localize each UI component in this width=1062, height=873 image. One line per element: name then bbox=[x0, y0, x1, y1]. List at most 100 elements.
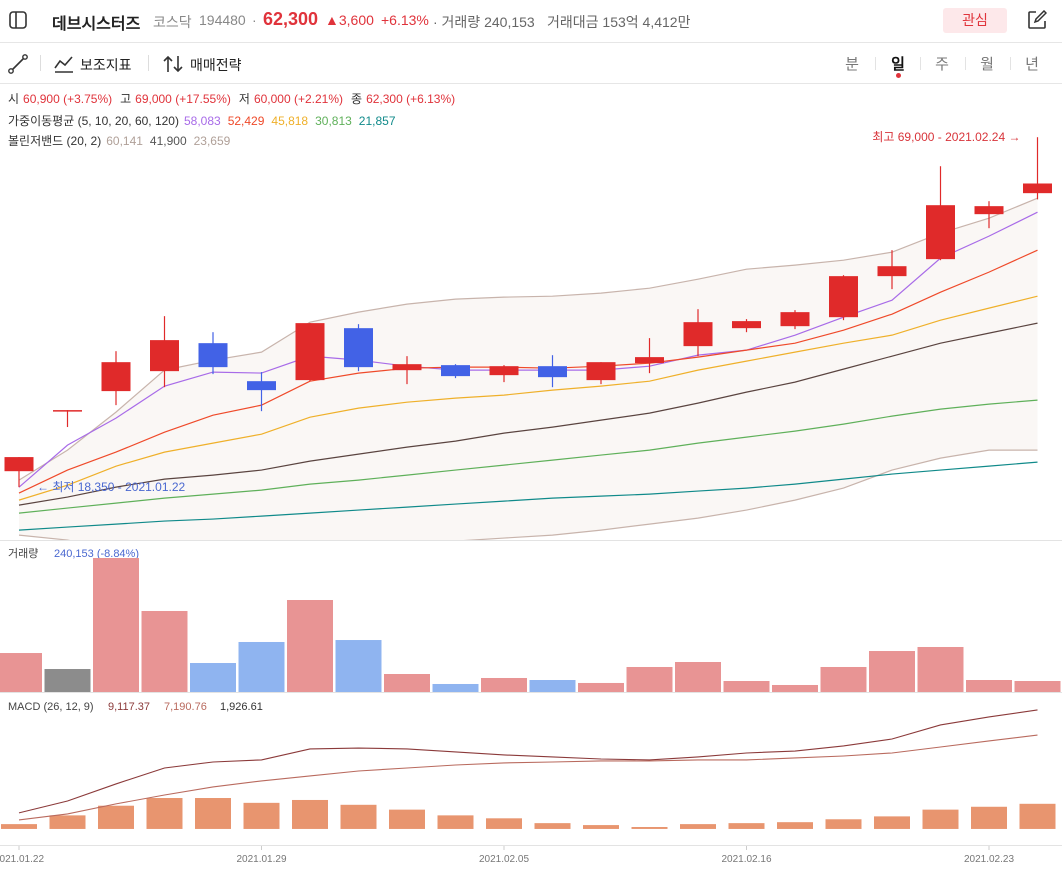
volume-bar bbox=[966, 680, 1012, 692]
legend-value: 1,926.61 bbox=[220, 701, 263, 713]
volume-bar bbox=[0, 653, 42, 692]
volume-bar bbox=[723, 681, 770, 692]
legend-value: 7,190.76 bbox=[164, 701, 207, 713]
volume: · 거래량 240,153 bbox=[433, 14, 535, 30]
legend-value: 23,659 bbox=[193, 134, 231, 148]
period-tab[interactable]: 분 bbox=[845, 56, 859, 73]
ma-line bbox=[18, 295, 1038, 501]
bollinger-line bbox=[18, 197, 1038, 481]
sidebar-icon[interactable] bbox=[9, 11, 27, 29]
annotation: 최고 69,000 - 2021.02.24 → bbox=[872, 130, 1020, 144]
draw-tool-icon[interactable] bbox=[8, 54, 28, 74]
ohlc-label: 저 bbox=[238, 92, 250, 106]
volume-bar bbox=[481, 677, 527, 692]
macd-histogram-bar bbox=[777, 822, 813, 829]
macd-histogram-bar bbox=[243, 802, 280, 829]
legend-value: 41,900 bbox=[149, 134, 187, 148]
indicators-menu[interactable]: 보조지표 bbox=[80, 57, 132, 73]
strategy-menu[interactable]: 매매전략 bbox=[190, 57, 242, 73]
x-tick-label: 2021.02.23 bbox=[964, 854, 1014, 865]
volume-bar bbox=[141, 610, 188, 692]
period-tab[interactable]: 년 bbox=[1025, 56, 1039, 73]
x-tick-label: 2021.01.22 bbox=[0, 854, 44, 865]
candle-body bbox=[732, 321, 761, 329]
candle-body bbox=[489, 366, 519, 376]
volume-bar bbox=[820, 666, 867, 692]
macd-histogram-bar bbox=[825, 819, 862, 829]
macd-histogram-bar bbox=[437, 815, 474, 829]
divider bbox=[1009, 57, 1011, 70]
volume-bar bbox=[432, 683, 479, 692]
candle-body bbox=[974, 206, 1004, 215]
volume-bar bbox=[626, 666, 673, 692]
bollinger-line bbox=[18, 449, 1038, 540]
separator: · bbox=[252, 12, 257, 28]
candle-body bbox=[101, 362, 131, 392]
panel-title: MACD (26, 12, 9) bbox=[8, 701, 94, 713]
ma-line bbox=[18, 461, 1038, 531]
ohlc-label: 고 bbox=[120, 92, 132, 106]
x-tick-label: 2021.02.05 bbox=[479, 854, 529, 865]
candle-body bbox=[586, 362, 616, 381]
divider bbox=[148, 55, 149, 71]
change: ▲3,600 bbox=[325, 12, 374, 28]
candle-body bbox=[150, 340, 179, 372]
market: 코스닥 bbox=[153, 14, 192, 30]
macd-histogram-bar bbox=[680, 824, 716, 829]
candle-body bbox=[295, 323, 325, 381]
divider bbox=[40, 55, 41, 71]
divider bbox=[875, 57, 876, 70]
watch-button[interactable]: 관심 bbox=[943, 8, 1007, 33]
selected-dot bbox=[896, 73, 901, 78]
divider bbox=[920, 57, 921, 70]
rate: +6.13% bbox=[381, 12, 429, 28]
annotation: ← 최저 18,350 - 2021.01.22 bbox=[37, 480, 186, 494]
price: 62,300 bbox=[263, 9, 319, 29]
indicator-icon[interactable] bbox=[53, 54, 75, 74]
macd-line bbox=[18, 734, 1038, 821]
stock-code: 194480 bbox=[199, 12, 246, 28]
panel-subtitle: 240,153 (-8.84%) bbox=[54, 548, 139, 560]
amount: 거래대금 153억 4,412만 bbox=[547, 14, 691, 30]
x-tick-label: 2021.01.29 bbox=[236, 854, 286, 865]
period-tab[interactable]: 주 bbox=[935, 56, 949, 73]
header: 데브시스터즈 코스닥 194480 · 62,300 ▲3,600 +6.13%… bbox=[0, 0, 1062, 43]
macd-histogram-bar bbox=[486, 818, 522, 829]
ma-label: 가중이동평균 (5, 10, 20, 60, 120) bbox=[8, 114, 179, 128]
period-tab[interactable]: 월 bbox=[980, 56, 994, 73]
candle-body bbox=[198, 343, 228, 368]
candle-body bbox=[53, 410, 82, 412]
candle-body bbox=[392, 364, 422, 371]
candle-body bbox=[780, 312, 810, 327]
macd-line bbox=[18, 709, 1038, 814]
legend-value: 52,429 bbox=[227, 114, 265, 128]
ohlc-info: 시 60,900 (+3.75%) 고 69,000 (+17.55%) 저 60,000… bbox=[8, 90, 463, 107]
ohlc-value: 62,300 (+6.13%) bbox=[366, 92, 456, 106]
ma-line bbox=[18, 399, 1038, 514]
volume-bar bbox=[335, 640, 382, 692]
candle-body bbox=[926, 205, 955, 260]
edit-icon[interactable] bbox=[1027, 10, 1047, 30]
bb-label: 볼린저밴드 (20, 2) bbox=[8, 134, 102, 148]
candle-body bbox=[683, 322, 713, 347]
volume-bar bbox=[384, 674, 430, 692]
bollinger-line bbox=[18, 322, 1038, 506]
volume-bar bbox=[578, 682, 624, 692]
volume-bar bbox=[93, 558, 139, 692]
candle-body bbox=[829, 276, 858, 318]
macd-histogram-bar bbox=[971, 806, 1007, 829]
legend-value: 30,813 bbox=[315, 114, 352, 128]
ohlc-label: 종 bbox=[351, 92, 363, 106]
ohlc-value: 69,000 (+17.55%) bbox=[135, 92, 231, 106]
ma-info: 가중이동평균 (5, 10, 20, 60, 120) 58,083 52,429 4… bbox=[8, 112, 403, 129]
legend-value: 60,141 bbox=[106, 134, 143, 148]
period-tab[interactable]: 일 bbox=[891, 56, 905, 73]
volume-bar bbox=[869, 651, 915, 692]
macd-histogram-bar bbox=[534, 823, 571, 829]
macd-histogram-bar bbox=[1019, 803, 1056, 829]
candle-body bbox=[877, 266, 907, 277]
strategy-icon[interactable] bbox=[162, 54, 184, 74]
legend-value: 21,857 bbox=[358, 114, 396, 128]
volume-bar bbox=[287, 599, 333, 692]
macd-histogram-bar bbox=[728, 823, 765, 829]
